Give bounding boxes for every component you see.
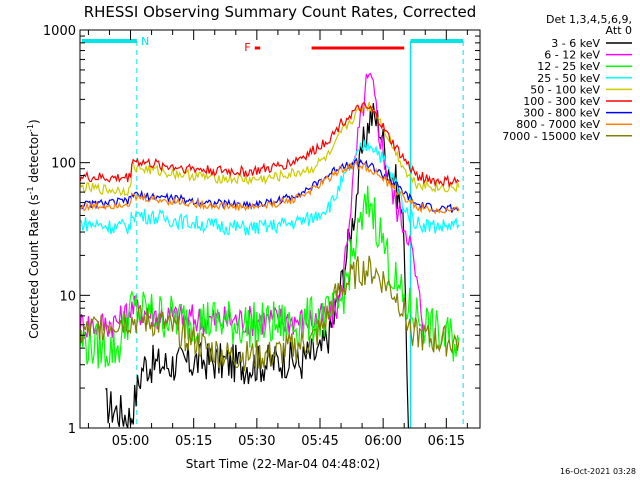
legend-entry: 300 - 800 keV [523, 107, 600, 120]
x-tick-label: 05:30 [238, 434, 275, 449]
flare-label: F [244, 41, 250, 54]
x-tick-label: 06:00 [364, 434, 401, 449]
chart-title: RHESSI Observing Summary Count Rates, Co… [84, 3, 477, 21]
x-tick-label: 05:45 [301, 434, 338, 449]
y-tick-label: 1 [68, 422, 76, 437]
series-line [79, 255, 460, 372]
series-line [105, 103, 409, 429]
legend-entry: 12 - 25 keV [537, 60, 600, 73]
axes-layer: 1 10 100 1000 05:00 05:15 05:30 05:45 06:00 06:15 [43, 24, 481, 449]
series-line [79, 185, 460, 369]
legend-header: Det 1,3,4,5,6,9, [546, 13, 632, 26]
series-line [79, 160, 460, 215]
x-tick-label: 06:15 [428, 434, 465, 449]
series-line [79, 139, 460, 236]
y-axis-label: Corrected Count Rate (s-1 detector-1) [26, 119, 41, 338]
series-layer [79, 72, 460, 429]
legend-entry: 50 - 100 keV [530, 83, 600, 96]
y-tick-label: 100 [51, 157, 76, 172]
legend-entry: 7000 - 15000 keV [502, 130, 600, 143]
y-tick-label: 10 [59, 289, 76, 304]
series-line [79, 102, 460, 189]
x-tick-label: 05:15 [175, 434, 212, 449]
legend-entry: 25 - 50 keV [537, 72, 600, 85]
x-axis-label: Start Time (22-Mar-04 04:48:02) [186, 457, 380, 471]
legend-entry: 6 - 12 keV [544, 49, 600, 62]
legend-header: Att 0 [606, 24, 632, 37]
night-label: N [141, 35, 149, 48]
legend-entry: 3 - 6 keV [551, 37, 600, 50]
y-tick-label: 1000 [43, 24, 76, 39]
series-line [79, 101, 460, 197]
legend-entry: 100 - 300 keV [523, 95, 600, 108]
x-tick-label: 05:00 [112, 434, 149, 449]
legend-entry: 800 - 7000 keV [516, 118, 600, 131]
series-line [79, 157, 460, 213]
plot-frame [79, 29, 481, 429]
series-line [79, 72, 426, 341]
footer-date: 16-Oct-2021 03:28 [560, 467, 636, 476]
